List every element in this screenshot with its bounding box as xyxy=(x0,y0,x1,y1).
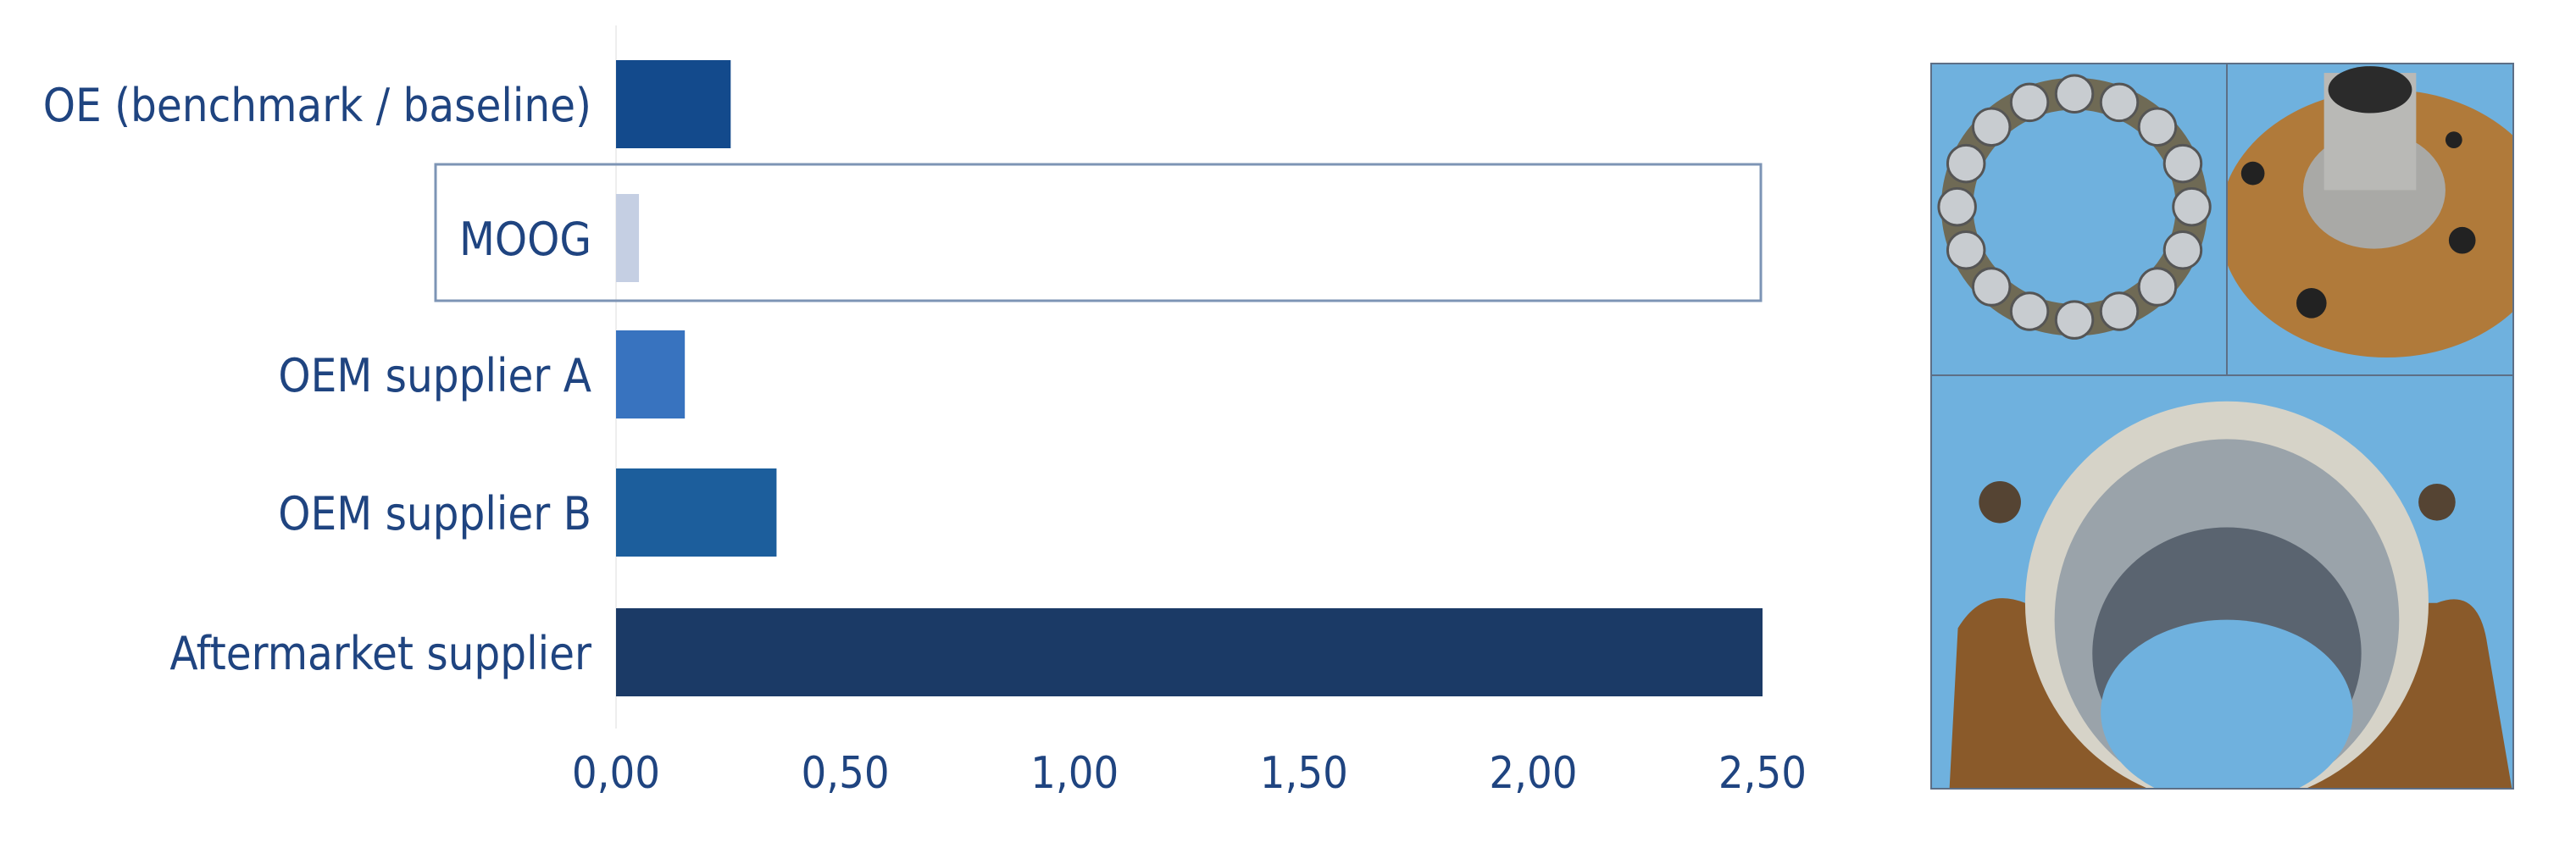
category-label: MOOG xyxy=(459,213,591,266)
photo-hub-flange xyxy=(2226,63,2514,376)
category-label: OEM supplier B xyxy=(278,487,591,540)
category-label: Aftermarket supplier xyxy=(169,627,591,680)
bar-aftermarket-supplier xyxy=(616,608,1763,696)
photo-ball-cage xyxy=(1930,63,2229,376)
x-tick-label: 0,00 xyxy=(572,748,660,799)
bar-oem-supplier-b xyxy=(616,468,777,557)
bar-oe-benchmark-baseline- xyxy=(616,60,731,148)
x-tick-label: 1,50 xyxy=(1260,748,1348,799)
x-tick-label: 1,00 xyxy=(1030,748,1119,799)
bar-oem-supplier-a xyxy=(616,330,686,418)
photo-bearing-housing xyxy=(1930,374,2514,790)
x-tick-label: 2,50 xyxy=(1718,748,1807,799)
bar-chart: OE (benchmark / baseline) MOOG OEM supplie… xyxy=(43,25,1807,799)
category-label: OEM supplier A xyxy=(278,349,591,402)
highlight-box xyxy=(434,163,1763,302)
x-tick-label: 0,50 xyxy=(802,748,890,799)
x-tick-label: 2,00 xyxy=(1489,748,1577,799)
category-label: OE (benchmark / baseline) xyxy=(43,79,591,132)
bar-moog xyxy=(616,194,640,282)
